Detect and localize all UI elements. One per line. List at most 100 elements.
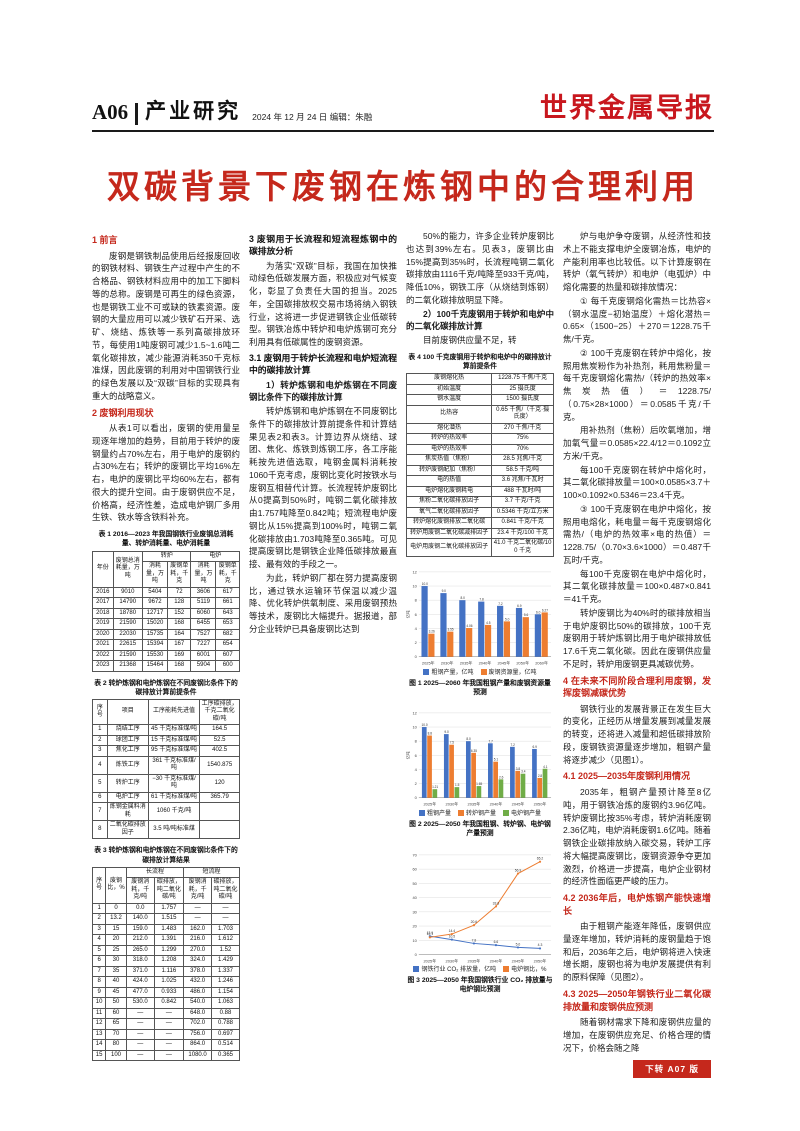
page-number: A06	[92, 100, 129, 124]
table-cell: 25 摄氏度	[491, 383, 554, 396]
table-cell: 焦炭热值（焦粉）	[405, 454, 493, 466]
svg-text:6.9: 6.9	[517, 604, 522, 608]
paragraph: 废钢是钢铁制品使用后经报废回收的钢铁材料、钢铁生产过程中产生的不合格品、钢铁材料…	[92, 250, 240, 401]
table-cell: 0.365	[211, 1049, 240, 1062]
table-cell: 607	[215, 649, 240, 662]
table-cell: 焦化工序	[106, 745, 149, 757]
table-header-row: 消耗量，万吨 废钢单耗，千克 消耗量，万吨 废钢单耗，千克	[93, 561, 240, 588]
table-cell: 0.841 千克/千克	[491, 517, 554, 529]
table3-block: 表 3 转炉炼钢和电炉炼钢在不同废钢比条件下的碳排放计算结果 序号 废钢比，% 长流…	[91, 846, 240, 1062]
svg-text:2.8: 2.8	[538, 774, 543, 778]
column-1: 1 前言 废钢是钢铁制品使用后经报废回收的钢铁材料、钢铁生产过程中产生的不合格品…	[91, 230, 240, 1078]
table-row: 比热容 0.65 千焦/（千克·摄氏度）	[405, 404, 554, 424]
section-heading-4-1: 4.1 2025—2035年废钢利用情况	[563, 771, 691, 782]
table-cell: 21590	[112, 649, 143, 662]
table-cell: 1	[92, 724, 108, 736]
table-cell: 2017	[92, 597, 114, 609]
svg-text:8.8: 8.8	[428, 732, 433, 736]
svg-text:7.2: 7.2	[498, 602, 503, 606]
table4: 废钢熔化热 1228.75 千焦/千克 初始温度 25 摄氏度 钢水温度 1500 摄氏度…	[405, 373, 554, 558]
table-cell: 864.0	[183, 1039, 213, 1051]
svg-text:5.1: 5.1	[494, 758, 499, 762]
svg-text:2050年: 2050年	[534, 802, 547, 807]
table-cell: 159.0	[125, 923, 155, 936]
svg-text:10.0: 10.0	[421, 723, 427, 727]
chart1-block: 0 2 4 6 8 10 12 亿吨 2025年 2030年 2035年 2040年 2045年 2050…	[406, 564, 554, 697]
table-header-cell: 废钢消耗，千克/吨	[183, 877, 213, 904]
svg-text:6: 6	[415, 612, 418, 617]
table-header-cell: 废钢比，%	[105, 866, 127, 904]
table-cell: 212.0	[125, 934, 155, 946]
svg-text:56.9: 56.9	[515, 868, 522, 872]
table-cell: 2018	[92, 607, 114, 620]
table-cell: 617	[215, 586, 240, 599]
table-cell: 75%	[491, 433, 554, 445]
table-cell: 1500 摄氏度	[491, 394, 554, 406]
table-cell: 120	[199, 773, 240, 793]
table-cell: 40	[105, 976, 127, 988]
svg-text:10.5: 10.5	[449, 934, 456, 938]
table-row: 2016 9010 5404 72 3606 617	[92, 586, 240, 599]
svg-text:9.0: 9.0	[444, 730, 449, 734]
table-cell: 2019	[92, 618, 114, 630]
svg-text:8.0: 8.0	[460, 596, 465, 600]
table-row: 2021 22615 15394 167 7227 654	[92, 639, 240, 651]
svg-text:12.1: 12.1	[427, 932, 434, 936]
legend-item: 废钢资源量，亿吨	[480, 668, 537, 678]
svg-text:2050年: 2050年	[534, 958, 547, 963]
table-row: 2018 18780 12717 152 6060 643	[92, 607, 240, 620]
svg-text:5.0: 5.0	[516, 942, 521, 946]
table-cell: 0.842	[153, 997, 185, 1009]
svg-text:14.4: 14.4	[449, 928, 456, 932]
table-cell: 1080.0	[183, 1049, 213, 1062]
svg-text:0: 0	[415, 952, 418, 957]
table-row: 4 炼铁工序 361 千克标准煤/吨 1540.875	[92, 755, 240, 775]
table-cell: 4	[91, 934, 107, 946]
table-cell: 0.88	[211, 1007, 240, 1020]
table-cell: 电炉用废钢二氧化碳排放因子	[405, 538, 493, 558]
table-row: 6 电炉工序 61 千克标准煤/吨 365.79	[92, 791, 240, 804]
table-cell: 7	[92, 802, 108, 822]
table-cell: 12	[91, 1018, 107, 1030]
legend-swatch	[503, 809, 509, 816]
table-cell: 168	[166, 660, 192, 672]
table-cell: 72	[166, 586, 192, 599]
svg-text:6.0: 6.0	[536, 610, 541, 614]
table-cell: 5904	[190, 660, 217, 672]
table-cell: 15735	[141, 628, 168, 641]
table-cell: 电炉工序	[106, 791, 149, 804]
table-cell: 0.697	[211, 1028, 240, 1041]
table-cell: 50	[105, 997, 127, 1009]
table1: 年份 废钢总消耗量，万吨 转炉 电炉 消耗量，万吨 废钢单耗，千克 消耗量，万吨 废钢单耗，千…	[92, 550, 240, 672]
svg-text:1.65: 1.65	[476, 782, 482, 786]
table-cell: 2022	[92, 649, 114, 662]
table-cell: 炼钢金属料消耗	[106, 802, 149, 822]
section-heading-3-1: 3.1 废钢用于转炉长流程和电炉短流程中的碳排放计算	[249, 352, 397, 376]
table3: 序号 废钢比，% 长流程 短流程 废钢消耗，千克/吨 碳排放，吨二氧化碳/吨 废钢消耗，千克…	[91, 866, 240, 1062]
svg-text:4.5: 4.5	[486, 621, 491, 625]
table-cell: 52.5	[199, 734, 240, 747]
table-cell: 转炉废钢配加（焦粉）	[405, 464, 493, 477]
svg-text:0: 0	[415, 796, 418, 801]
legend-swatch	[480, 668, 487, 675]
table-cell: 365.79	[199, 791, 240, 804]
table-cell: 1.483	[153, 923, 185, 936]
table-cell: 661	[215, 597, 240, 609]
table-cell: 95 千克标准煤/吨	[147, 745, 201, 757]
table-cell: 60	[105, 1007, 127, 1020]
table-cell: 361 千克标准煤/吨	[147, 755, 201, 775]
table-cell	[199, 802, 240, 822]
table-cell: —	[183, 902, 213, 915]
table-cell: 21368	[112, 660, 143, 672]
paragraph: 50%的能力，许多企业转炉废钢比也达到39%左右。见表3，废钢比由15%提高到3…	[406, 231, 554, 305]
table-cell	[199, 820, 240, 840]
table-cell: 1.52	[211, 944, 240, 957]
table-cell: 41.0 千克二氧化碳/100 千克	[491, 538, 554, 558]
chart2-block: 0 2 4 6 8 10 12 亿吨 2025年 2030年 2035年 2040年 2045年 2050…	[406, 705, 554, 838]
table-row: 5 25 265.0 1.299 270.0 1.52	[91, 944, 240, 957]
table-cell: 6001	[190, 649, 217, 662]
table-cell: 20	[105, 934, 127, 946]
table-cell: 45	[105, 986, 127, 999]
table-cell: 1.612	[211, 934, 240, 946]
